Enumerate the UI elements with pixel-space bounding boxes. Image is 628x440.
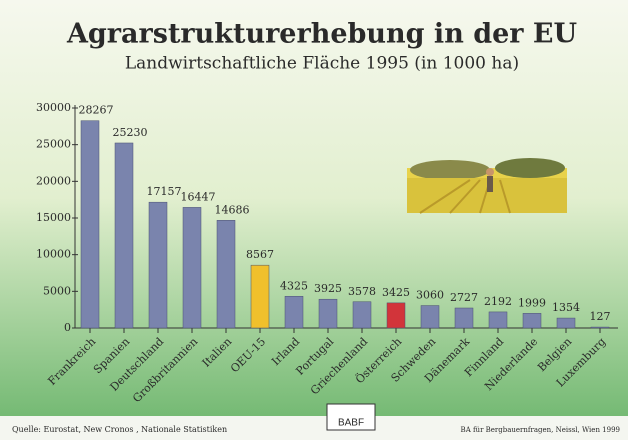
bar [318,298,338,329]
value-label: 3925 [314,282,342,295]
bar [284,296,304,329]
y-tick-label: 10000 [36,248,71,261]
bar [556,317,576,329]
bar [454,307,474,329]
value-label: 25230 [113,126,148,139]
value-label: 8567 [246,248,274,261]
value-label: 4325 [280,279,308,292]
value-label: 1354 [552,301,580,314]
bar [250,264,270,329]
value-label: 3578 [348,285,376,298]
logo-box [326,403,376,431]
value-label: 28267 [79,104,114,117]
value-label: 2192 [484,295,512,308]
y-tick-label: 25000 [36,138,71,151]
logo: BABF [338,418,364,429]
value-label: 3425 [382,286,410,299]
chart-subtitle: Landwirtschaftliche Fläche 1995 (in 1000… [125,54,519,74]
chart-title: Agrarstrukturerhebung in der EU [66,19,577,50]
y-tick-label: 15000 [36,211,71,224]
y-tick-label: 30000 [36,101,71,114]
illustration [407,158,567,214]
source: Quelle: Eurostat, New Cronos , Nationale… [12,425,227,434]
bar [488,311,508,329]
y-tick-label: 20000 [36,174,71,187]
bar [386,302,406,329]
y-tick-label: 5000 [43,284,71,297]
value-label: 1999 [518,296,546,309]
bar [420,305,440,329]
value-label: 17157 [147,185,182,198]
bar [148,201,168,329]
value-label: 2727 [450,291,478,304]
value-label: 16447 [181,190,216,203]
bar [114,142,134,329]
value-label: 14686 [215,203,250,216]
bar [522,313,542,329]
bar [182,207,202,329]
bar [352,301,372,329]
footer-bar [0,416,628,440]
bar [590,326,610,329]
bar [216,220,236,329]
value-label: 3060 [416,289,444,302]
credit: BA für Bergbauernfragen, Neissl, Wien 19… [461,426,620,434]
bar [80,120,100,329]
value-label: 127 [590,310,611,323]
y-tick-label: 0 [64,321,71,334]
